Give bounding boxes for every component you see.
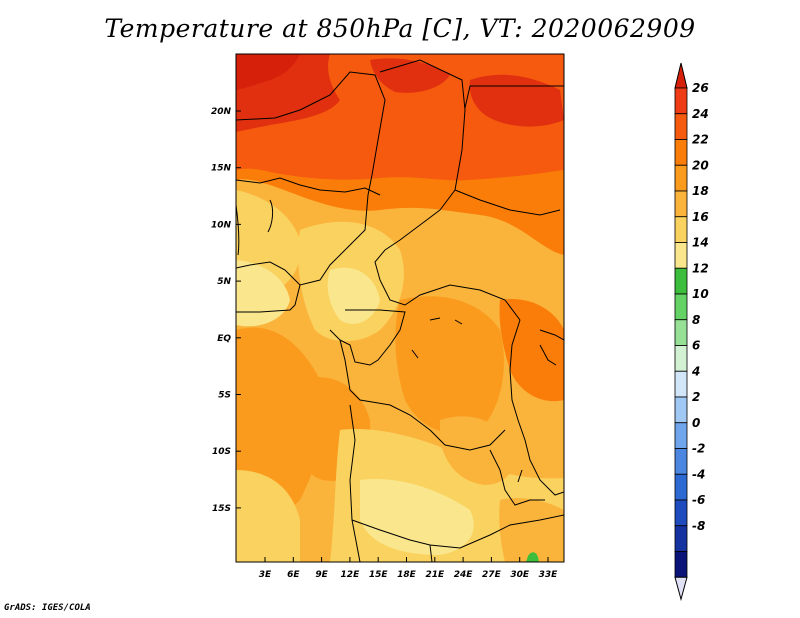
colorbar-label: -2 bbox=[692, 442, 705, 456]
colorbar-swatch bbox=[674, 113, 688, 140]
colorbar-top-arrow bbox=[674, 62, 688, 89]
colorbar-swatch bbox=[674, 139, 688, 166]
chart-title: Temperature at 850hPa [C], VT: 202006290… bbox=[104, 14, 696, 43]
lon-tick-label: 9E bbox=[315, 570, 328, 580]
lon-tick-label: 21E bbox=[425, 570, 445, 580]
colorbar-swatch bbox=[674, 473, 688, 501]
colorbar-swatch bbox=[674, 267, 688, 295]
colorbar-swatch bbox=[674, 448, 688, 475]
lat-tick-label: 5N bbox=[217, 277, 231, 287]
lon-tick-label: 24E bbox=[454, 570, 474, 580]
colorbar-label: 0 bbox=[692, 416, 700, 430]
colorbar-label: -4 bbox=[692, 467, 705, 481]
colorbar-swatch bbox=[674, 422, 688, 449]
lon-tick-label: 27E bbox=[482, 570, 502, 580]
colorbar-swatch bbox=[674, 87, 688, 115]
lon-tick-label: 30E bbox=[510, 570, 530, 580]
lon-axis: 3E 6E 9E 12E 15E 18E 21E 24E 27E 30E 33E bbox=[259, 557, 558, 580]
country-borders bbox=[236, 59, 564, 562]
colorbar-label: -8 bbox=[692, 519, 705, 533]
lon-tick-label: 18E bbox=[397, 570, 417, 580]
grads-credit: GrADS: IGES/COLA bbox=[4, 603, 91, 613]
colorbar-label: -6 bbox=[692, 493, 705, 507]
lat-tick-label: EQ bbox=[217, 334, 231, 344]
colorbar-label: 26 bbox=[692, 81, 709, 95]
colorbar-label: 8 bbox=[692, 313, 700, 327]
colorbar-swatch bbox=[674, 164, 688, 192]
colorbar-bottom-arrow bbox=[674, 576, 688, 602]
colorbar-label: 18 bbox=[692, 184, 709, 198]
colorbar-label: 20 bbox=[692, 158, 709, 172]
colorbar-label: 6 bbox=[692, 339, 700, 353]
map-frame bbox=[235, 53, 565, 563]
colorbar-label: 24 bbox=[692, 107, 709, 121]
colorbar-swatch bbox=[674, 551, 688, 578]
colorbar-label: 14 bbox=[692, 236, 709, 250]
lon-tick-label: 15E bbox=[369, 570, 389, 580]
colorbar-swatch bbox=[674, 499, 688, 527]
colorbar-label: 4 bbox=[691, 364, 700, 378]
lon-tick-label: 12E bbox=[341, 570, 361, 580]
colorbar-swatch bbox=[674, 216, 688, 243]
lat-axis: 20N 15N 10N 5N EQ 5S 10S 15S bbox=[211, 107, 241, 514]
colorbar-label: 12 bbox=[692, 261, 709, 275]
colorbar-swatch bbox=[674, 525, 688, 552]
lon-tick-label: 6E bbox=[287, 570, 300, 580]
colorbar-swatch bbox=[674, 319, 688, 346]
colorbar-label: 22 bbox=[692, 133, 709, 147]
colorbar-label: 16 bbox=[692, 210, 709, 224]
lon-tick-label: 33E bbox=[539, 570, 559, 580]
lat-tick-label: 15S bbox=[212, 504, 231, 514]
colorbar-swatch bbox=[674, 370, 688, 398]
lat-tick-label: 10N bbox=[211, 220, 232, 230]
lat-tick-label: 5S bbox=[218, 391, 231, 401]
lon-tick-label: 3E bbox=[259, 570, 272, 580]
colorbar-label: 2 bbox=[692, 390, 700, 404]
colorbar-swatch bbox=[674, 396, 688, 424]
colorbar-swatch bbox=[674, 242, 688, 269]
colorbar-label: 10 bbox=[692, 287, 709, 301]
lat-tick-label: 15N bbox=[211, 164, 232, 174]
temperature-field bbox=[236, 54, 564, 562]
colorbar-swatch bbox=[674, 345, 688, 372]
lat-tick-label: 20N bbox=[211, 107, 232, 117]
lat-tick-label: 10S bbox=[212, 447, 231, 457]
colorbar-swatch bbox=[674, 293, 688, 321]
colorbar-swatch bbox=[674, 190, 688, 218]
